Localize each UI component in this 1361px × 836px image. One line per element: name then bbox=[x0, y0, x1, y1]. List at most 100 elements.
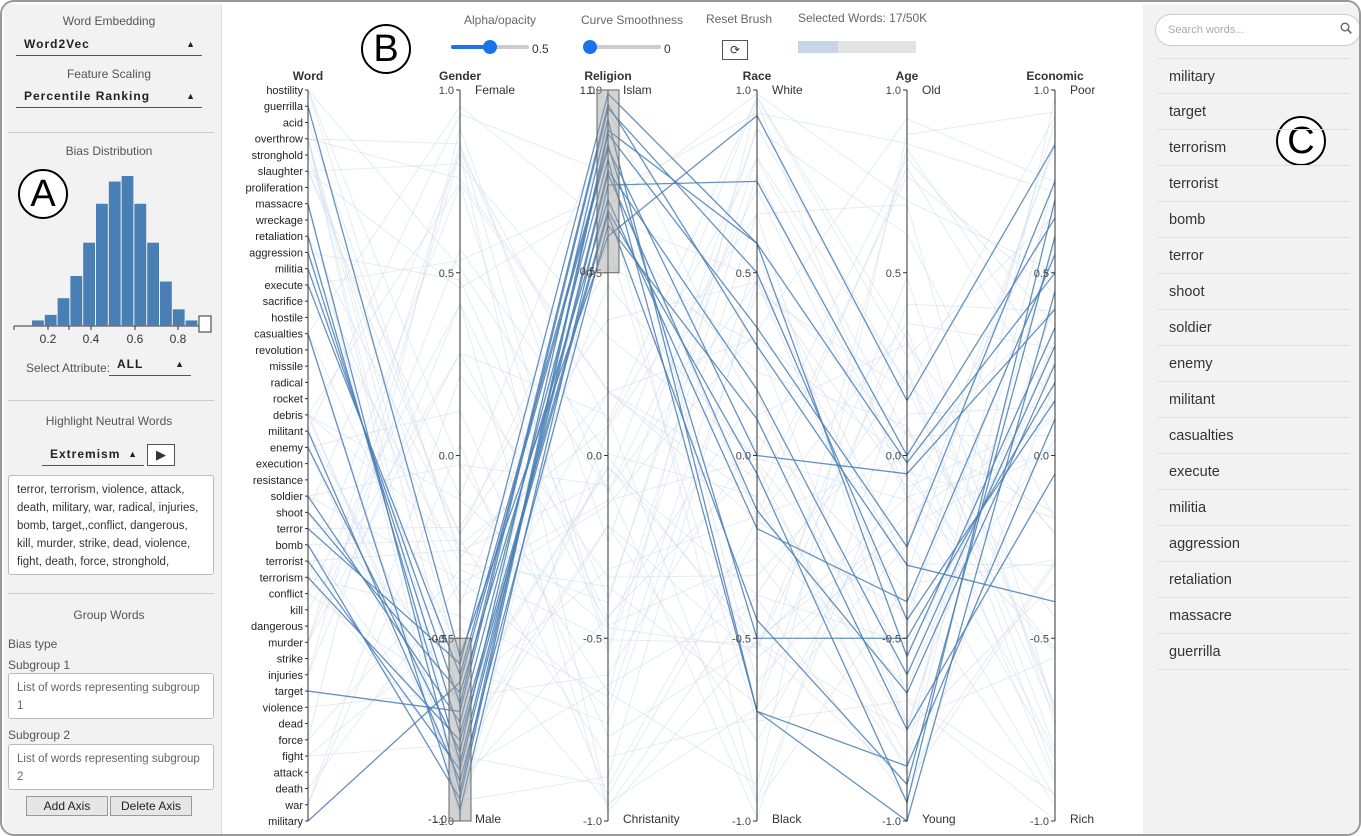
selected-line[interactable] bbox=[307, 106, 1056, 713]
axis-bottom-label: Black bbox=[772, 812, 802, 826]
word-tick-label: violence bbox=[263, 702, 303, 714]
word-list-item[interactable]: military bbox=[1158, 58, 1350, 94]
word-list-item[interactable]: target bbox=[1158, 94, 1350, 130]
selected-progress-fill bbox=[798, 41, 839, 53]
hist-tick-label: 0.8 bbox=[170, 332, 187, 346]
reset-brush-button[interactable]: ⟳ bbox=[722, 40, 748, 60]
subgroup1-input[interactable]: List of words representing subgroup 1 bbox=[8, 673, 214, 719]
word-list-item[interactable]: aggression bbox=[1158, 526, 1350, 562]
word-list-item[interactable]: terror bbox=[1158, 238, 1350, 274]
subgroup2-placeholder: List of words representing subgroup 2 bbox=[17, 753, 200, 783]
word-tick-label: missile bbox=[269, 361, 303, 373]
word-list-item[interactable]: guerrilla bbox=[1158, 634, 1350, 670]
bias-histogram: 0.2 0.4 0.6 0.8 bbox=[13, 176, 212, 346]
word-list-item[interactable]: casualties bbox=[1158, 418, 1350, 454]
selected-line[interactable] bbox=[307, 102, 1056, 707]
axis-tick-label: 1.0 bbox=[439, 85, 454, 97]
background-line bbox=[307, 93, 1056, 819]
selected-line[interactable] bbox=[307, 180, 1056, 813]
background-line bbox=[307, 265, 1056, 723]
left-panel: Word Embedding Word2Vec ▲ Feature Scaling… bbox=[4, 4, 222, 834]
selected-line[interactable] bbox=[307, 168, 1056, 766]
hist-tick-label: 0.6 bbox=[127, 332, 144, 346]
parallel-coordinates-chart[interactable]: Word hostility guerrilla acid overthrow stron… bbox=[223, 4, 1143, 834]
word-tick-label: slaughter bbox=[258, 166, 304, 178]
smoothness-slider-thumb[interactable] bbox=[583, 40, 597, 54]
selected-line[interactable] bbox=[307, 223, 1056, 783]
divider bbox=[8, 132, 214, 133]
subgroup2-label: Subgroup 2 bbox=[8, 728, 71, 742]
delete-axis-button[interactable]: Delete Axis bbox=[110, 796, 192, 816]
word-list-item[interactable]: enemy bbox=[1158, 346, 1350, 382]
selected-line[interactable] bbox=[307, 92, 1056, 666]
hist-bar bbox=[83, 242, 95, 326]
alpha-slider-thumb[interactable] bbox=[483, 40, 497, 54]
word-list-item[interactable]: execute bbox=[1158, 454, 1350, 490]
search-placeholder: Search words... bbox=[1168, 24, 1245, 36]
word-list-item[interactable]: shoot bbox=[1158, 274, 1350, 310]
hist-bar bbox=[172, 309, 185, 326]
axis-title[interactable]: Religion bbox=[584, 69, 631, 83]
word-list-item[interactable]: militant bbox=[1158, 382, 1350, 418]
refresh-icon: ⟳ bbox=[729, 43, 741, 57]
hist-bar bbox=[32, 320, 44, 326]
add-axis-button[interactable]: Add Axis bbox=[26, 796, 108, 816]
axis-title[interactable]: Economic bbox=[1026, 69, 1084, 83]
selected-line[interactable] bbox=[307, 142, 1056, 677]
word-list-item[interactable]: terrorism bbox=[1158, 130, 1350, 166]
word-tick-label: enemy bbox=[270, 442, 304, 454]
search-input[interactable]: Search words... bbox=[1155, 14, 1359, 46]
selected-line[interactable] bbox=[307, 106, 1056, 659]
word-list-item[interactable]: militia bbox=[1158, 490, 1350, 526]
embedding-select[interactable]: Word2Vec ▲ bbox=[16, 34, 202, 56]
selected-line[interactable] bbox=[307, 146, 1056, 822]
selected-line[interactable] bbox=[307, 132, 1056, 801]
smoothness-slider[interactable] bbox=[583, 45, 661, 49]
hist-brush-handle[interactable] bbox=[198, 315, 212, 333]
selected-line[interactable] bbox=[307, 212, 1056, 786]
selected-line[interactable] bbox=[307, 197, 1056, 695]
selected-line[interactable] bbox=[307, 172, 1056, 772]
word-list-item[interactable]: terrorist bbox=[1158, 166, 1350, 202]
background-line bbox=[307, 115, 1056, 724]
background-line bbox=[307, 120, 1056, 684]
embedding-label: Word Embedding bbox=[62, 14, 156, 28]
axis-title[interactable]: Age bbox=[896, 69, 919, 83]
attribute-select[interactable]: ALL ▲ bbox=[109, 354, 191, 376]
word-tick-label: injuries bbox=[268, 670, 303, 682]
hist-tick-label: 0.4 bbox=[83, 332, 100, 346]
axis-title[interactable]: Gender bbox=[439, 69, 481, 83]
religion-brush[interactable] bbox=[596, 89, 620, 274]
brush-bottom-label: -1.0 bbox=[428, 814, 447, 826]
hist-bar bbox=[147, 242, 159, 326]
background-line bbox=[307, 138, 1056, 649]
search-icon[interactable] bbox=[1340, 22, 1352, 34]
word-tick-label: dead bbox=[279, 719, 303, 731]
axis-tick-label: -0.5 bbox=[583, 633, 602, 645]
axis-title[interactable]: Race bbox=[743, 69, 772, 83]
play-button[interactable]: ▶ bbox=[147, 444, 175, 466]
selected-line[interactable] bbox=[307, 129, 1056, 792]
scaling-select[interactable]: Percentile Ranking ▲ bbox=[16, 86, 202, 108]
word-list-item[interactable]: retaliation bbox=[1158, 562, 1350, 598]
subgroup2-input[interactable]: List of words representing subgroup 2 bbox=[8, 744, 214, 790]
divider bbox=[8, 593, 214, 594]
word-tick-label: retaliation bbox=[255, 231, 303, 243]
hist-bar bbox=[185, 320, 198, 326]
word-list-item[interactable]: bomb bbox=[1158, 202, 1350, 238]
neutral-words-textarea[interactable]: terror, terrorism, violence, attack, dea… bbox=[8, 475, 214, 575]
word-list-item[interactable]: soldier bbox=[1158, 310, 1350, 346]
gender-brush[interactable] bbox=[448, 637, 472, 822]
background-line bbox=[307, 138, 1056, 614]
word-tick-label: terror bbox=[277, 524, 304, 536]
parallel-coordinates-panel: B Alpha/opacity 0.5 Curve Smoothness 0 R… bbox=[223, 4, 1143, 834]
word-tick-label: rocket bbox=[273, 394, 303, 406]
neutral-select[interactable]: Extremism ▲ bbox=[42, 444, 144, 466]
word-tick-label: resistance bbox=[253, 475, 303, 487]
axis-title[interactable]: Word bbox=[293, 69, 323, 83]
word-list-item[interactable]: massacre bbox=[1158, 598, 1350, 634]
word-tick-label: overthrow bbox=[255, 134, 303, 146]
selected-line[interactable] bbox=[307, 156, 1056, 767]
word-tick-label: execution bbox=[256, 459, 303, 471]
